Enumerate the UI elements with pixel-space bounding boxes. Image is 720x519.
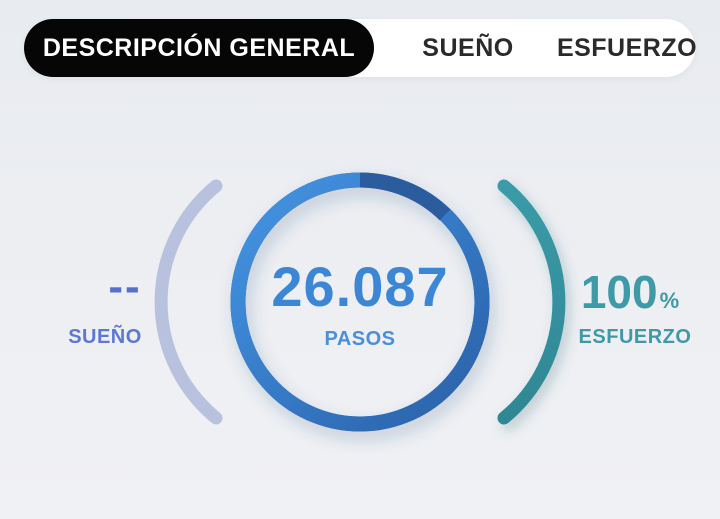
steps-label: PASOS [324,328,396,350]
effort-arc [497,179,566,425]
effort-value-group: 100% [570,266,690,327]
tab-overview[interactable]: DESCRIPCIÓN GENERAL [24,19,374,77]
sleep-arc [154,179,223,425]
effort-label: ESFUERZO [578,326,692,348]
effort-value: 100 [580,266,658,318]
sleep-value: -- [108,262,142,311]
effort-unit: % [659,288,680,313]
steps-value: 26.087 [271,255,449,318]
tab-sleep[interactable]: SUEÑO [422,34,514,62]
tab-bar: DESCRIPCIÓN GENERAL SUEÑO ESFUERZO [24,19,697,77]
sleep-label: SUEÑO [68,326,142,348]
tab-effort[interactable]: ESFUERZO [556,34,698,62]
steps-ring-cap [359,172,451,221]
